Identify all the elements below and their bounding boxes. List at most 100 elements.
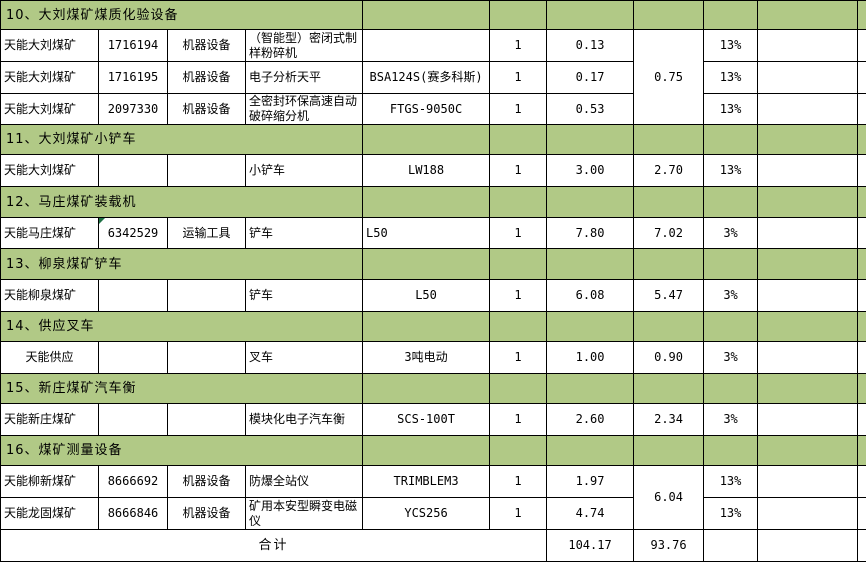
cell-model[interactable]	[363, 312, 490, 342]
cell-extra[interactable]	[758, 342, 858, 374]
cell-equipment-name[interactable]: 模块化电子汽车衡	[246, 404, 363, 436]
cell-qty[interactable]: 1	[490, 466, 547, 498]
cell-extra[interactable]	[758, 498, 858, 530]
cell-extra[interactable]	[758, 62, 858, 94]
cell-company[interactable]: 天能大刘煤矿	[1, 155, 99, 187]
cell-subtotal-merged[interactable]: 6.04	[634, 466, 704, 530]
cell-tax[interactable]: 13%	[704, 466, 758, 498]
cell-number-with-comment-flag[interactable]: 6342529	[99, 218, 168, 249]
cell-tax[interactable]: 13%	[704, 30, 758, 62]
cell-sliver[interactable]	[858, 125, 866, 155]
cell-equipment-name[interactable]: 电子分析天平	[246, 62, 363, 94]
cell-extra[interactable]	[758, 125, 858, 155]
cell-number[interactable]: 1716195	[99, 62, 168, 94]
cell-company[interactable]: 天能马庄煤矿	[1, 218, 99, 249]
cell-number[interactable]	[99, 342, 168, 374]
cell-amount[interactable]: 0.13	[547, 30, 634, 62]
total-label[interactable]: 合计	[1, 530, 547, 562]
cell-model[interactable]: BSA124S(赛多科斯)	[363, 62, 490, 94]
cell-number[interactable]	[99, 404, 168, 436]
cell-category[interactable]: 机器设备	[168, 498, 246, 530]
cell-model[interactable]	[363, 30, 490, 62]
cell-model[interactable]: 3吨电动	[363, 342, 490, 374]
cell-extra[interactable]	[758, 312, 858, 342]
cell-qty[interactable]: 1	[490, 498, 547, 530]
cell-amount[interactable]: 2.60	[547, 404, 634, 436]
cell-model[interactable]: LW188	[363, 155, 490, 187]
cell-amount[interactable]: 3.00	[547, 155, 634, 187]
cell-total-amount[interactable]: 104.17	[547, 530, 634, 562]
cell-model[interactable]	[363, 436, 490, 466]
cell-extra[interactable]	[758, 1, 858, 30]
cell-category[interactable]: 机器设备	[168, 466, 246, 498]
cell-subtotal[interactable]	[634, 312, 704, 342]
cell-qty[interactable]: 1	[490, 62, 547, 94]
section-title[interactable]: 12、马庄煤矿装载机	[1, 187, 363, 218]
cell-sliver[interactable]	[858, 1, 866, 30]
cell-equipment-name[interactable]: （智能型）密闭式制样粉碎机	[246, 30, 363, 62]
cell-company[interactable]: 天能柳新煤矿	[1, 466, 99, 498]
cell-amount[interactable]: 6.08	[547, 280, 634, 312]
cell-extra[interactable]	[758, 466, 858, 498]
cell-qty[interactable]	[490, 312, 547, 342]
cell-category[interactable]	[168, 280, 246, 312]
cell-sliver[interactable]	[858, 374, 866, 404]
cell-equipment-name[interactable]: 全密封环保高速自动破碎缩分机	[246, 94, 363, 125]
cell-amount[interactable]: 0.17	[547, 62, 634, 94]
cell-company[interactable]: 天能大刘煤矿	[1, 30, 99, 62]
cell-sliver[interactable]	[858, 155, 866, 187]
cell-qty[interactable]: 1	[490, 155, 547, 187]
cell-model[interactable]	[363, 249, 490, 280]
cell-amount[interactable]: 1.97	[547, 466, 634, 498]
cell-qty[interactable]	[490, 249, 547, 280]
cell-amount[interactable]	[547, 436, 634, 466]
cell-company[interactable]: 天能供应	[1, 342, 99, 374]
cell-amount[interactable]	[547, 374, 634, 404]
cell-tax[interactable]	[704, 374, 758, 404]
cell-amount[interactable]: 0.53	[547, 94, 634, 125]
cell-subtotal[interactable]	[634, 1, 704, 30]
cell-model[interactable]: TRIMBLEM3	[363, 466, 490, 498]
cell-qty[interactable]: 1	[490, 94, 547, 125]
cell-qty[interactable]	[490, 187, 547, 218]
cell-number[interactable]: 8666846	[99, 498, 168, 530]
cell-tax[interactable]: 13%	[704, 155, 758, 187]
cell-extra[interactable]	[758, 187, 858, 218]
cell-sliver[interactable]	[858, 466, 866, 498]
cell-sliver[interactable]	[858, 404, 866, 436]
cell-qty[interactable]	[490, 1, 547, 30]
cell-model[interactable]	[363, 374, 490, 404]
cell-category[interactable]	[168, 404, 246, 436]
cell-sliver[interactable]	[858, 218, 866, 249]
cell-total-subtotal[interactable]: 93.76	[634, 530, 704, 562]
cell-subtotal[interactable]: 7.02	[634, 218, 704, 249]
cell-company[interactable]: 天能龙固煤矿	[1, 498, 99, 530]
cell-qty[interactable]	[490, 125, 547, 155]
cell-sliver[interactable]	[858, 498, 866, 530]
cell-sliver[interactable]	[858, 280, 866, 312]
cell-amount[interactable]: 1.00	[547, 342, 634, 374]
cell-tax[interactable]	[704, 312, 758, 342]
cell-category[interactable]: 机器设备	[168, 30, 246, 62]
cell-sliver[interactable]	[858, 312, 866, 342]
cell-model[interactable]: FTGS-9050C	[363, 94, 490, 125]
cell-tax[interactable]: 13%	[704, 62, 758, 94]
cell-category[interactable]: 机器设备	[168, 94, 246, 125]
cell-equipment-name[interactable]: 防爆全站仪	[246, 466, 363, 498]
cell-extra[interactable]	[758, 94, 858, 125]
cell-tax[interactable]: 3%	[704, 404, 758, 436]
cell-extra[interactable]	[758, 155, 858, 187]
cell-sliver[interactable]	[858, 62, 866, 94]
cell-subtotal-merged[interactable]: 0.75	[634, 30, 704, 125]
cell-model[interactable]: L50	[363, 280, 490, 312]
cell-tax[interactable]	[704, 1, 758, 30]
cell-extra[interactable]	[758, 404, 858, 436]
cell-tax[interactable]	[704, 125, 758, 155]
cell-amount[interactable]	[547, 312, 634, 342]
cell-model[interactable]	[363, 125, 490, 155]
cell-subtotal[interactable]	[634, 249, 704, 280]
section-title[interactable]: 16、煤矿测量设备	[1, 436, 363, 466]
cell-subtotal[interactable]	[634, 125, 704, 155]
cell-qty[interactable]: 1	[490, 404, 547, 436]
cell-category[interactable]	[168, 155, 246, 187]
